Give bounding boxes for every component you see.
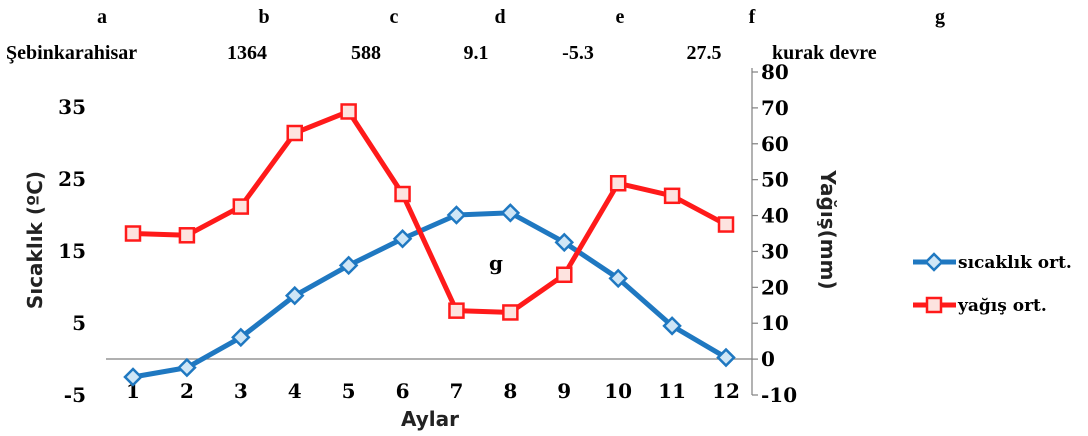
y2-tick-label: 40 [761, 204, 789, 228]
square-marker [124, 225, 142, 242]
y2-axis-title: Yağış(mm) [816, 169, 840, 289]
square-marker [448, 302, 465, 319]
series-line [130, 210, 729, 380]
y2-tick-label: 20 [761, 275, 789, 299]
x-tick-label: 1 [126, 379, 140, 403]
square-marker [178, 227, 196, 244]
diamond-marker [662, 316, 682, 336]
y-tick-label: -5 [64, 383, 86, 407]
x-tick-label: 3 [234, 379, 248, 403]
square-marker [286, 124, 303, 142]
legend-label: yağış ort. [957, 296, 1047, 316]
series-line [130, 108, 729, 315]
square-marker [717, 216, 735, 233]
x-tick-label: 6 [396, 379, 410, 403]
x-tick-label: 12 [712, 379, 740, 403]
square-marker [556, 266, 573, 284]
series-layer [123, 103, 736, 387]
square-marker [663, 187, 681, 205]
x-tick-label: 11 [658, 379, 686, 403]
diamond-marker [500, 203, 521, 223]
y2-tick-label: 60 [761, 132, 789, 156]
diamond-marker [123, 367, 143, 387]
x-tick-label: 10 [604, 379, 632, 403]
square-marker [340, 103, 357, 120]
header-value-d: 9.1 [463, 42, 489, 64]
x-tick-label: 4 [288, 379, 302, 403]
square-marker [925, 296, 943, 314]
header-letter-a: a [97, 6, 107, 28]
header-value-b: 1364 [227, 42, 267, 64]
header-letter-g: g [935, 6, 945, 28]
header-value-g: kurak devre [772, 42, 877, 64]
y2-tick-label: 50 [761, 168, 789, 192]
diamond-marker [338, 255, 359, 276]
x-tick-label: 8 [503, 379, 517, 403]
header-value-f: 27.5 [686, 42, 722, 64]
diamond-marker [608, 268, 628, 289]
y2-tick-label: 80 [761, 60, 789, 84]
header-value-c: 588 [351, 42, 381, 64]
header-letter-e: e [615, 6, 625, 28]
diamond-marker [231, 327, 251, 348]
header-letter-f: f [748, 6, 756, 28]
y-tick-label: 35 [58, 95, 86, 119]
diamond-marker [177, 357, 197, 378]
diamond-marker [392, 228, 413, 249]
header-letter-b: b [258, 6, 270, 28]
header-letter-c: c [389, 6, 399, 28]
y-tick-label: 25 [58, 167, 86, 191]
series-temperature [123, 203, 736, 387]
header-letter-d: d [494, 6, 506, 28]
diamond-marker [284, 285, 305, 306]
diamond-marker [924, 252, 944, 272]
x-tick-label: 9 [557, 379, 571, 403]
square-marker [502, 304, 519, 321]
y2-tick-label: 30 [761, 239, 789, 263]
x-axis-title: Aylar [401, 407, 459, 431]
square-marker [609, 175, 627, 192]
diamond-marker [554, 232, 575, 253]
y-axis-title: Sıcaklık (ºC) [23, 171, 47, 309]
square-marker [232, 198, 250, 215]
chart-annotation: g [489, 251, 503, 275]
x-tick-label: 2 [180, 379, 194, 403]
diamond-marker [446, 205, 467, 225]
y2-tick-label: -10 [761, 383, 797, 407]
diamond-marker [716, 347, 736, 368]
y-tick-label: 15 [58, 239, 86, 263]
legend-label: sıcaklık ort. [958, 253, 1072, 273]
series-precipitation [124, 103, 735, 321]
y2-tick-label: 70 [761, 96, 789, 120]
y2-tick-label: 0 [761, 347, 775, 371]
header-value-e: -5.3 [562, 42, 594, 64]
legend: sıcaklık ort. yağış ort. [913, 252, 1072, 316]
x-tick-label: 5 [342, 379, 356, 403]
y-tick-label: 5 [72, 311, 86, 335]
station-name: Şebinkarahisar [6, 42, 138, 64]
square-marker [394, 185, 411, 203]
x-tick-label: 7 [449, 379, 463, 403]
y2-tick-label: 10 [761, 311, 789, 335]
